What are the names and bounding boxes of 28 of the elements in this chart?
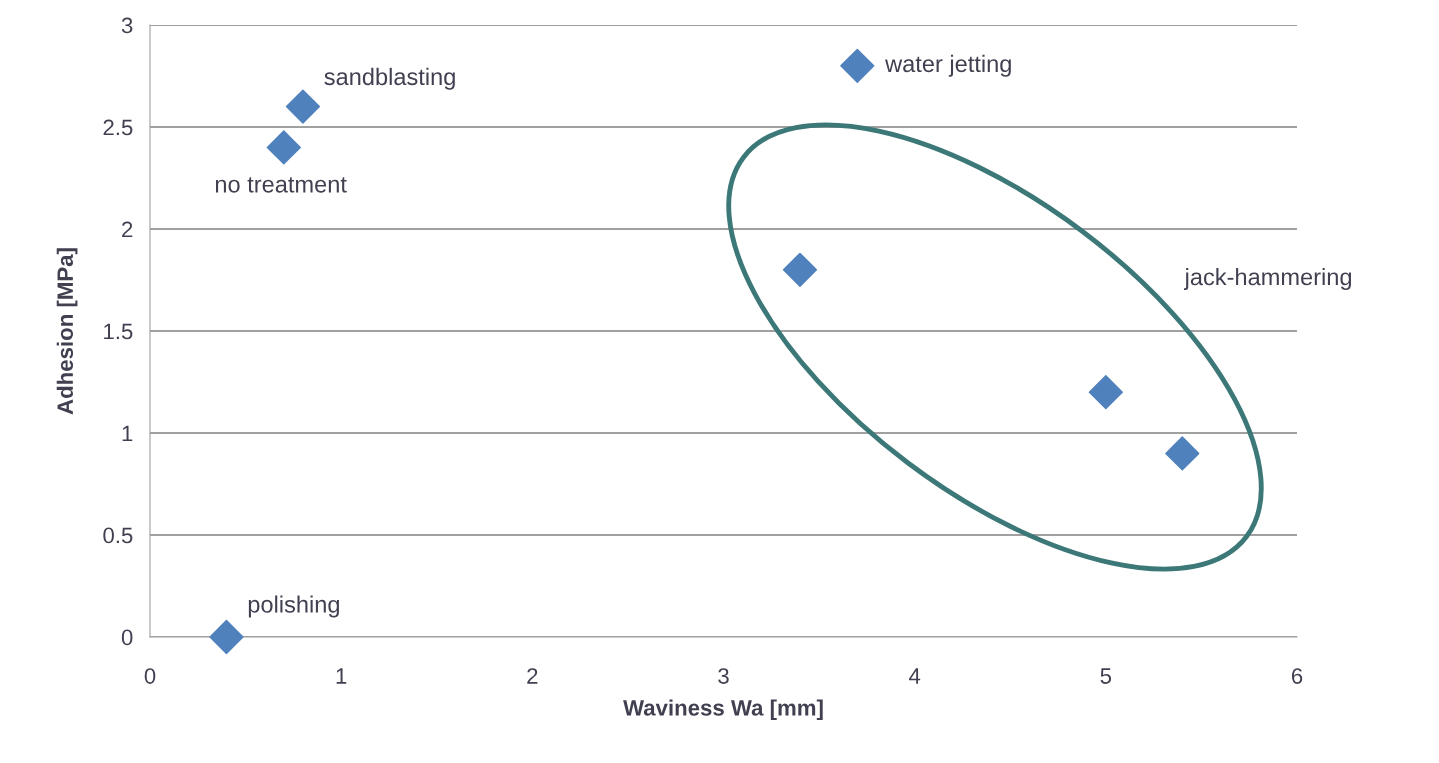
x-tick-label: 4 xyxy=(909,668,921,684)
point xyxy=(782,252,818,287)
y-tick-label: 2 xyxy=(122,221,133,238)
point xyxy=(840,48,875,83)
x-tick-label: 5 xyxy=(1100,668,1112,684)
point xyxy=(209,619,244,655)
y-tick-label: 3 xyxy=(121,17,133,34)
x-tick-label: 6 xyxy=(1291,668,1303,684)
x-tick-label: 0 xyxy=(144,668,156,684)
point xyxy=(1165,436,1200,471)
annotation: sandblasting xyxy=(324,67,455,90)
y-tick-label: 1 xyxy=(122,425,133,442)
annotation: polishing xyxy=(248,595,339,618)
y-tick-label: 1.5 xyxy=(104,323,133,340)
x-tick-label: 1 xyxy=(336,668,347,684)
y-tick-label: 2.5 xyxy=(103,119,133,136)
point xyxy=(285,89,321,124)
y-axis-title: Adhesion [MPa] xyxy=(56,248,78,415)
x-tick-label: 2 xyxy=(527,668,538,684)
x-axis-title: Waviness Wa [mm] xyxy=(623,699,823,721)
annotation: no treatment xyxy=(215,177,347,193)
y-tick-label: 0.5 xyxy=(103,527,133,544)
point xyxy=(266,130,301,165)
annotation: water jetting xyxy=(885,54,1011,77)
annotation: jack-hammering xyxy=(1184,267,1352,290)
x-tick-label: 3 xyxy=(718,668,729,684)
point xyxy=(1088,375,1123,410)
y-tick-label: 0 xyxy=(121,629,133,646)
